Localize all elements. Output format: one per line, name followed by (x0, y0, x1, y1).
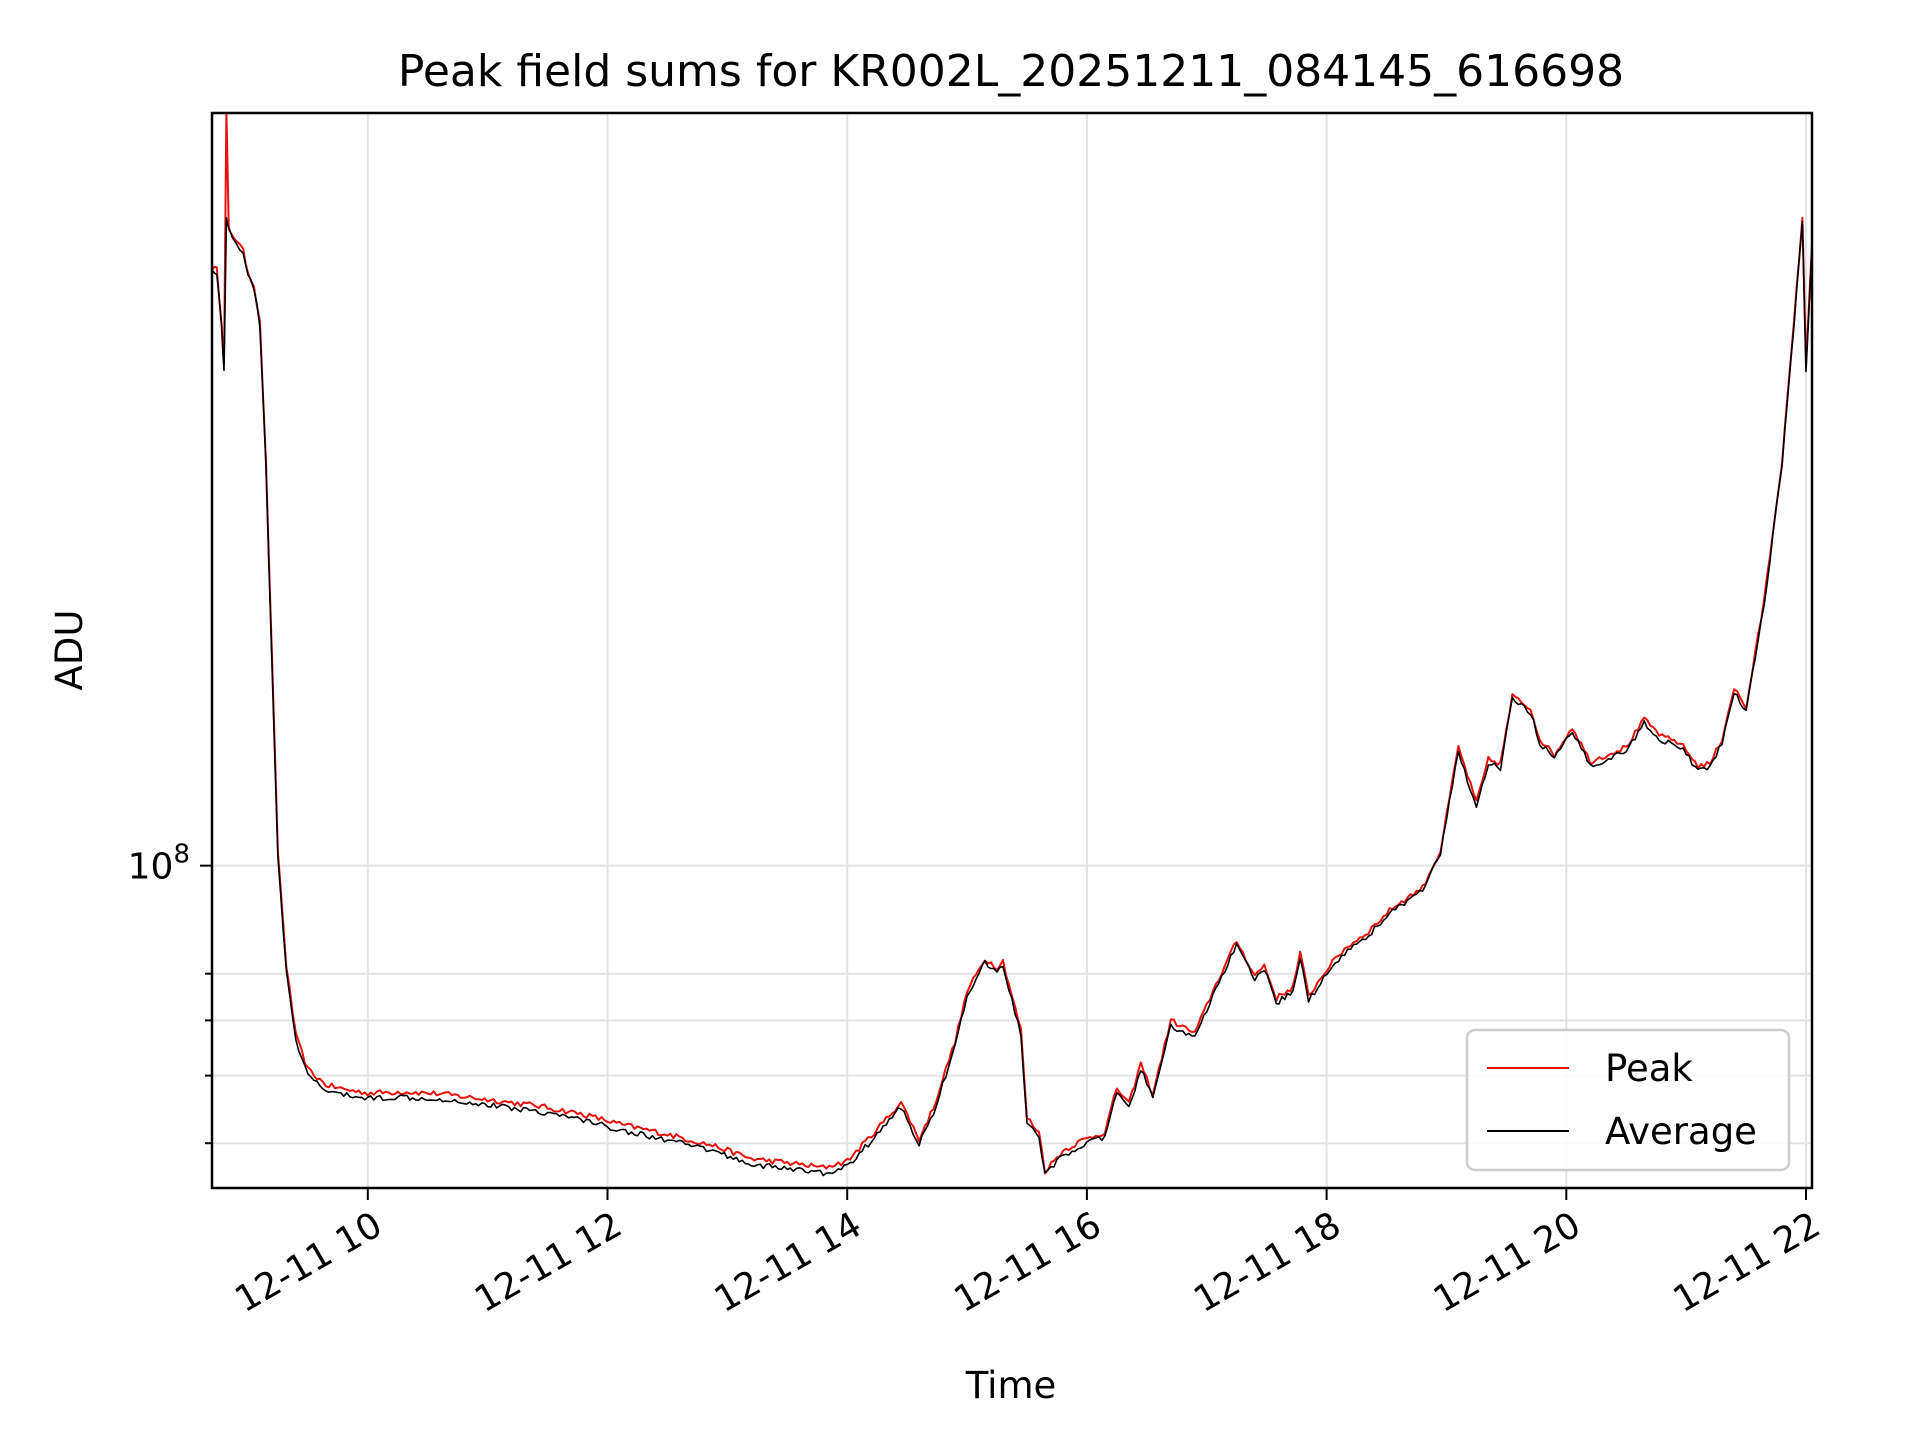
series-line-average (212, 217, 1812, 1177)
y-tick-label: 108 (128, 840, 190, 888)
x-gridlines (366, 113, 1808, 1188)
chart-title: Peak field sums for KR002L_20251211_0841… (398, 46, 1624, 97)
series-line-peak (212, 113, 1812, 1175)
legend-label-peak: Peak (1605, 1047, 1693, 1090)
x-axis-label: Time (965, 1364, 1057, 1407)
plot-area (212, 113, 1812, 1177)
legend-label-average: Average (1605, 1110, 1757, 1153)
legend: Peak Average (1465, 1028, 1791, 1172)
plot-frame (210, 111, 1814, 1190)
legend-box (1465, 1028, 1791, 1172)
y-axis-label: ADU (48, 610, 91, 691)
y-axis-ticks: 108 (128, 840, 212, 1145)
